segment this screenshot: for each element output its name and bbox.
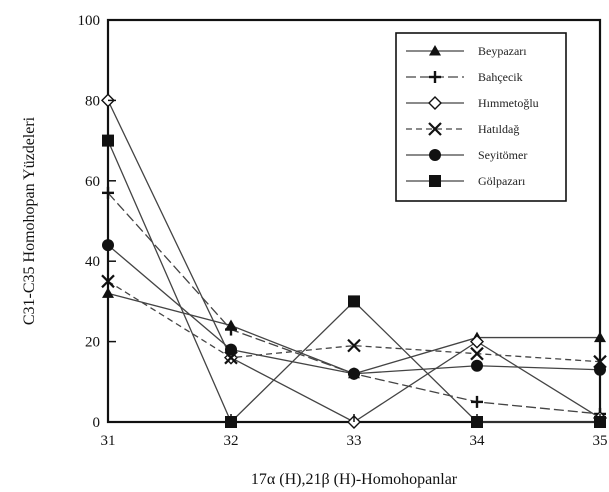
- x-tick-label: 31: [101, 433, 116, 449]
- legend-label: Gölpazarı: [478, 174, 526, 188]
- series-line: [107, 280, 601, 363]
- y-tick-label: 40: [85, 254, 100, 270]
- data-point: [594, 363, 606, 376]
- legend-marker: [428, 122, 442, 136]
- legend-item: Hımmetoğlu: [406, 96, 539, 110]
- y-axis-title: C31-C35 Homohopan Yüzdeleri: [21, 116, 38, 325]
- x-tick-label: 33: [347, 433, 362, 449]
- legend-marker: [429, 45, 441, 56]
- data-point: [470, 334, 484, 349]
- legend-item: Bahçecik: [406, 70, 523, 84]
- data-point: [102, 287, 114, 298]
- legend-item: Gölpazarı: [406, 174, 526, 188]
- data-point: [225, 323, 237, 336]
- legend-marker: [429, 149, 441, 161]
- legend-label: Hımmetoğlu: [478, 96, 539, 110]
- x-tick-label: 34: [470, 433, 486, 449]
- y-tick-label: 60: [85, 174, 100, 190]
- data-point: [348, 295, 360, 308]
- legend-box: [395, 32, 567, 202]
- y-tick-label: 0: [93, 415, 101, 431]
- legend-item: Seyitömer: [406, 148, 527, 162]
- data-point: [102, 134, 114, 147]
- series-4: [102, 239, 606, 380]
- y-tick-label: 100: [78, 13, 101, 29]
- legend-marker: [429, 175, 441, 187]
- x-tick-label: 35: [593, 433, 608, 449]
- legend-marker: [429, 71, 441, 83]
- data-point: [471, 395, 483, 408]
- legend-label: Seyitömer: [478, 148, 527, 162]
- data-point: [347, 338, 361, 353]
- data-point: [102, 239, 114, 252]
- data-point: [225, 343, 237, 356]
- legend-label: Bahçecik: [478, 70, 523, 84]
- legend-marker: [428, 96, 442, 110]
- legend-item: Hatıldağ: [406, 122, 519, 136]
- legend-item: Beypazarı: [406, 44, 527, 58]
- data-point: [348, 367, 360, 380]
- x-tick-label: 32: [224, 433, 239, 449]
- data-point: [471, 359, 483, 372]
- x-axis-title: 17α (H),21β (H)-Homohopanlar: [251, 471, 458, 488]
- y-tick-label: 80: [85, 93, 100, 109]
- data-point: [594, 331, 606, 343]
- data-point: [101, 274, 115, 289]
- data-point: [102, 186, 114, 199]
- legend-label: Hatıldağ: [478, 122, 519, 136]
- y-tick-label: 20: [85, 335, 100, 351]
- series-3: [101, 274, 607, 369]
- data-point: [470, 346, 484, 361]
- legend-label: Beypazarı: [478, 44, 527, 58]
